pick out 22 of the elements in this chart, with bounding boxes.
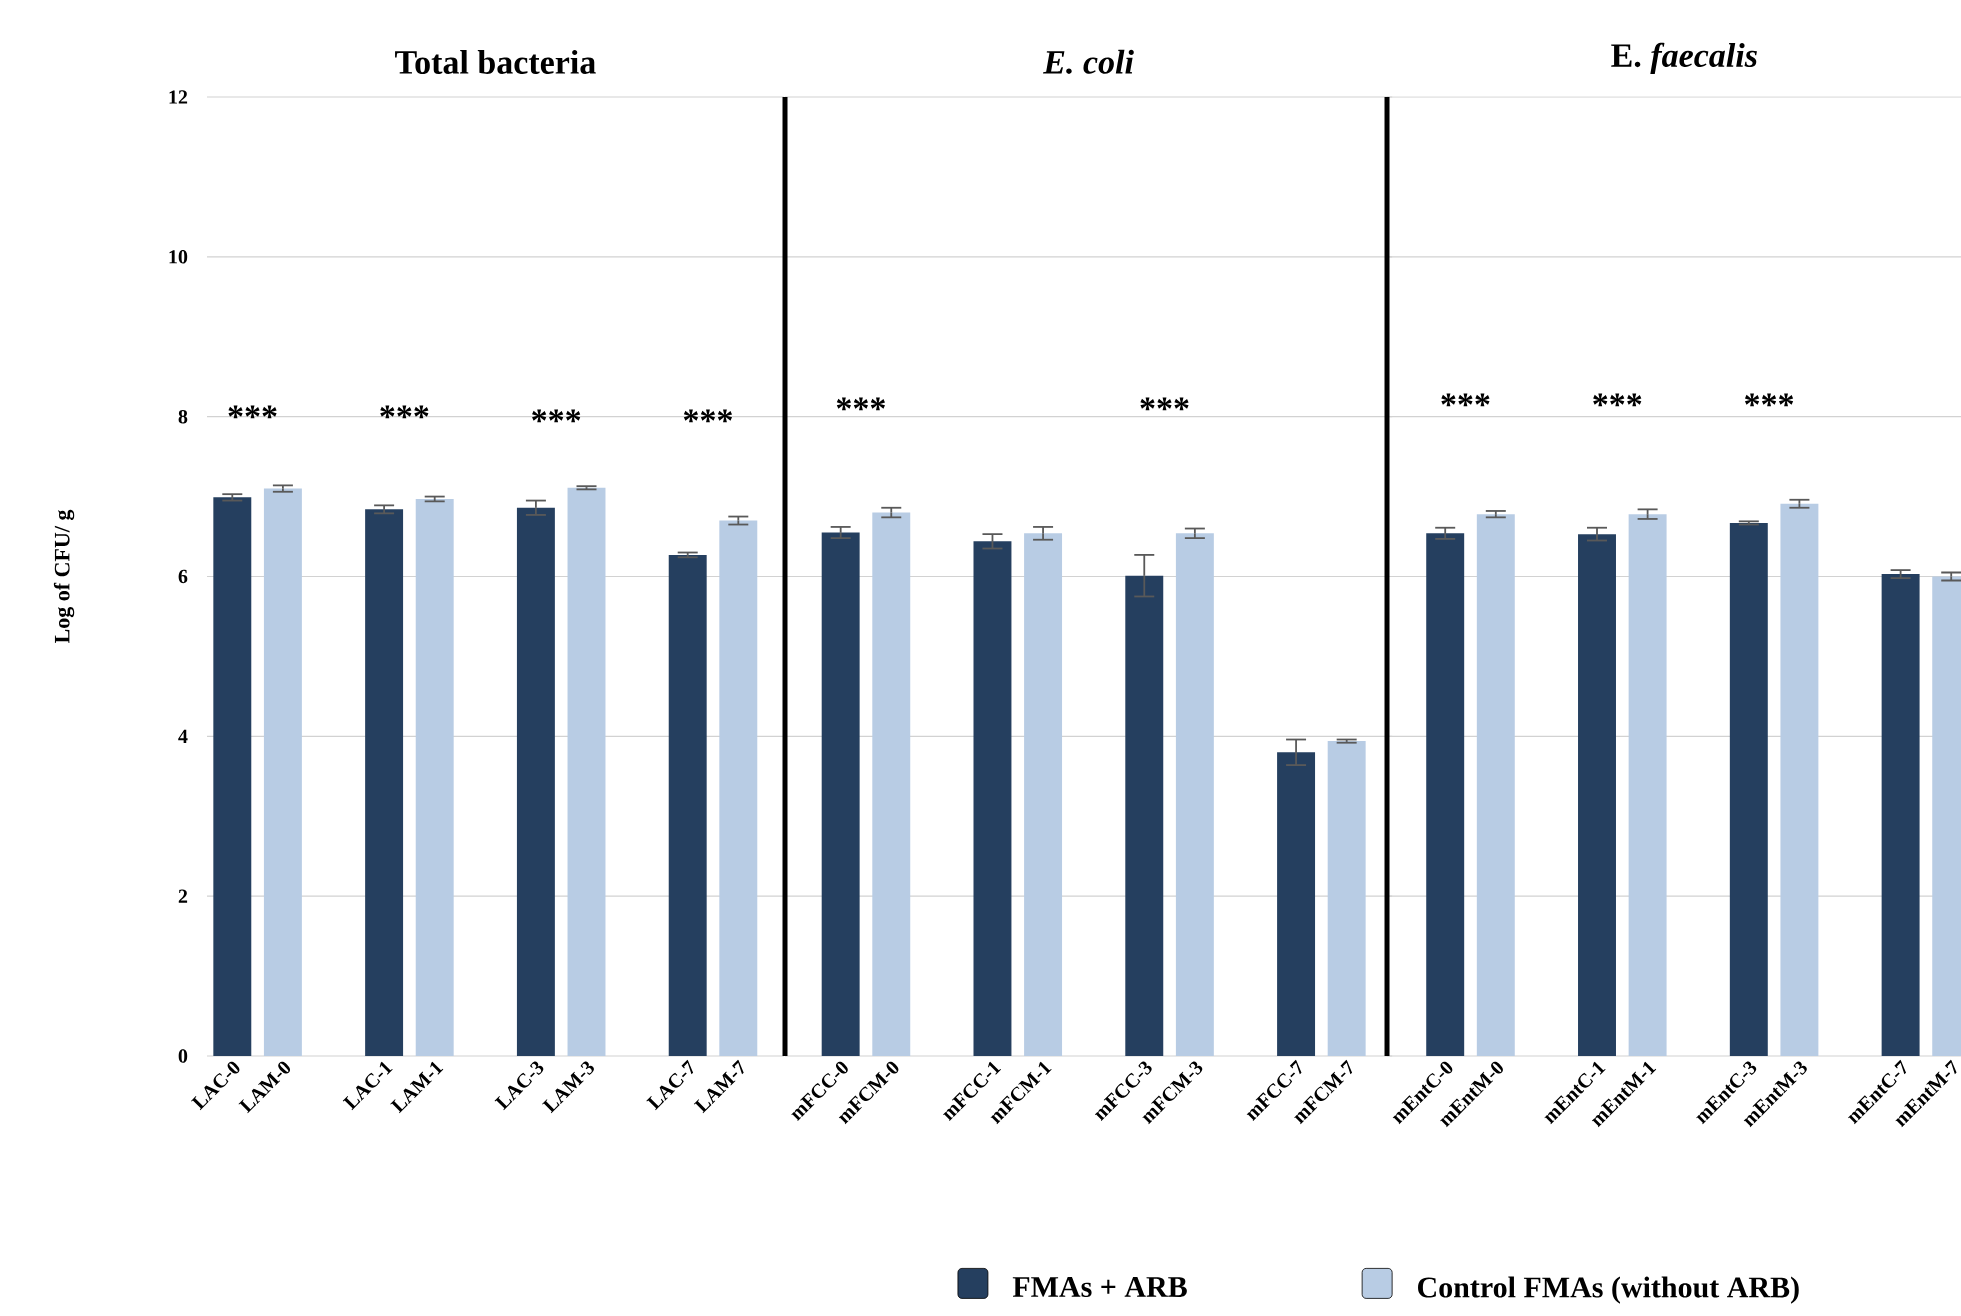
annotation: *** <box>228 405 277 419</box>
annotation: *** <box>683 409 733 423</box>
y-tick-label: 2 <box>178 889 188 903</box>
chart-title: E. coli <box>1043 49 1134 74</box>
annotation: *** <box>1441 393 1490 407</box>
annotation: *** <box>1744 393 1794 407</box>
y-axis-title: Log of CFU/ g <box>53 509 75 644</box>
annotation: *** <box>380 405 429 419</box>
annotation: *** <box>532 409 581 423</box>
y-tick-label: 6 <box>178 569 188 584</box>
y-tick-label: 12 <box>169 90 188 104</box>
annotation: *** <box>1593 393 1642 407</box>
chart-title: Total bacteria <box>395 50 596 74</box>
chart-title: E. faecalis <box>1611 42 1757 74</box>
annotation: *** <box>836 397 885 411</box>
y-tick-label: 8 <box>178 409 188 424</box>
annotation: *** <box>1140 397 1189 411</box>
y-tick-label: 0 <box>178 1049 188 1063</box>
y-tick-label: 4 <box>178 729 188 743</box>
y-tick-label: 10 <box>169 250 188 264</box>
legend-label: FMAs + ARB <box>1012 1277 1187 1298</box>
legend-label: Control FMAs (without ARB) <box>1418 1276 1799 1304</box>
